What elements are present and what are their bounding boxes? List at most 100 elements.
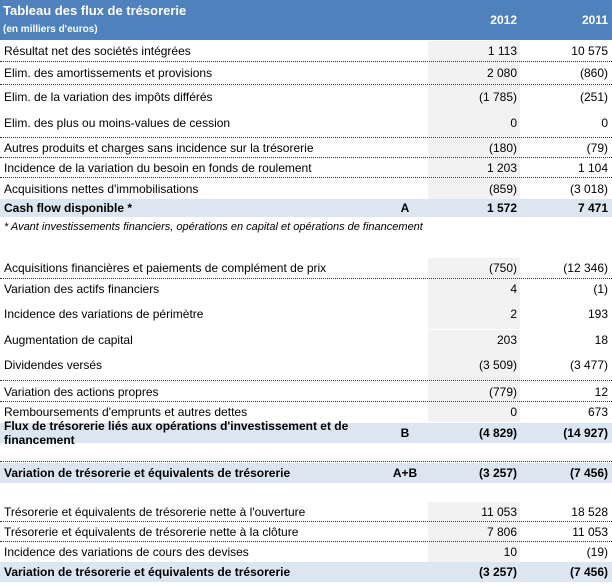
value-2011: 1 104 [577,160,608,175]
value-2011: 673 [587,405,608,419]
column-header-2012: 2012 [490,13,517,27]
row-label: Augmentation de capital [4,333,133,347]
value-2011: 7 471 [577,201,608,215]
value-2011: 10 575 [571,44,608,58]
table-row: Elim. des amortissements et provisions 2 … [0,62,612,85]
table-row: Acquisitions nettes d'immobilisations (85… [0,178,612,199]
value-column-shade [428,138,520,157]
value-column-shade [428,258,520,278]
value-2011: (1) [593,282,608,296]
row-label: Elim. des amortissements et provisions [4,66,213,80]
row-label: Incidence des variations de périmètre [4,307,204,321]
value-2011: (860) [579,66,608,80]
table-row: Variation des actions propres (779) 12 [0,382,612,402]
value-2012: 10 [503,545,517,559]
row-label: Incidence de la variation du besoin en f… [4,160,312,175]
table-row: Autres produits et charges sans incidenc… [0,138,612,158]
row-label: Autres produits et charges sans incidenc… [4,140,314,155]
table-row: Elim. de la variation des impôts différé… [0,85,612,108]
value-2011: (79) [586,140,608,155]
value-column-shade [428,279,520,299]
value-column-shade [428,382,520,401]
value-column-shade [428,62,520,84]
row-label: Résultat net des sociétés intégrées [4,44,191,58]
table-row: Incidence de la variation du besoin en f… [0,158,612,178]
table-row: Trésorerie et équivalents de trésorerie … [0,502,612,522]
row-marker: A [400,201,410,215]
value-2011: 18 [594,333,608,347]
row-label: Variation des actions propres [4,384,159,399]
row-label: Elim. des plus ou moins-values de cessio… [4,115,231,130]
row-label: Trésorerie et équivalents de trésorerie … [4,504,306,519]
table-row: Variation des actifs financiers 4 (1) [0,279,612,299]
total-row: Variation de trésorerie et équivalents d… [0,463,612,483]
value-2011: (14 927) [563,426,608,440]
total-row: Flux de trésorerie liés aux opérations d… [0,419,612,447]
value-2012: 1 113 [487,44,517,58]
table-row: Remboursements d'emprunts et autres dett… [0,402,612,422]
value-2011: (251) [579,89,608,104]
value-2011: (19) [586,545,608,559]
value-2011: 12 [594,384,608,399]
total-row: Variation de trésorerie et équivalents d… [0,562,612,582]
value-2012: 0 [510,115,517,130]
row-label: Flux de trésorerie liés aux opérations d… [4,419,349,447]
table-row: Incidence des variations de cours des de… [0,542,612,562]
table-row: Trésorerie et équivalents de trésorerie … [0,522,612,542]
value-2011: 18 528 [571,504,608,519]
value-2011: 193 [587,307,608,321]
value-2012: (3 257) [478,466,517,480]
value-2012: (1 785) [478,89,517,104]
row-label: Variation de trésorerie et équivalents d… [4,565,291,579]
value-column-shade [428,85,520,108]
table-row: Résultat net des sociétés intégrées 1 113… [0,41,612,62]
value-2012: 0 [510,405,517,419]
value-2012: 4 [510,282,517,296]
row-label: Dividendes versés [4,358,103,372]
table-header: Tableau des flux de trésorerie (en milli… [0,0,612,40]
divider [0,461,612,462]
row-label: Cash flow disponible * [4,201,133,215]
table-row: Dividendes versés (3 509) (3 477) [0,350,612,381]
value-column-shade [428,542,520,562]
row-marker: A+B [392,466,418,480]
value-2012: 1 572 [486,201,517,215]
value-2011: (3 018) [569,181,608,196]
value-column-shade [428,330,520,350]
value-2012: (779) [488,384,517,399]
value-2011: 11 053 [572,524,608,539]
value-2011: 0 [601,115,608,130]
value-2012: (3 257) [478,565,517,579]
value-column-shade [428,350,520,380]
row-label: Variation des actifs financiers [4,282,160,296]
table-row: Elim. des plus ou moins-values de cessio… [0,108,612,138]
row-label: Trésorerie et équivalents de trésorerie … [4,524,299,539]
value-2012: 2 [510,307,517,321]
value-column-shade [428,178,520,199]
value-2012: (859) [488,181,517,196]
table-title: Tableau des flux de trésorerie [3,3,187,18]
value-column-shade [428,158,520,177]
value-2012: (750) [488,261,517,275]
value-2012: (180) [488,140,517,155]
table-row: Augmentation de capital 203 18 [0,330,612,350]
value-column-shade [428,41,520,61]
row-label: Acquisitions financières et paiements de… [4,261,327,275]
row-label: Acquisitions nettes d'immobilisations [4,181,199,196]
value-2011: (7 456) [569,565,608,579]
row-label: Incidence des variations de cours des de… [4,545,249,559]
footnote: * Avant investissements financiers, opér… [4,221,423,233]
total-row: Cash flow disponible * A 1 572 7 471 [0,199,612,217]
value-column-shade [428,299,520,329]
column-header-2011: 2011 [581,13,608,27]
row-label: Remboursements d'emprunts et autres dett… [4,405,248,419]
table-subtitle: (en milliers d'euros) [3,24,98,35]
value-2012: 203 [496,333,517,347]
table-row: Acquisitions financières et paiements de… [0,258,612,279]
value-2012: 7 806 [486,524,517,539]
value-column-shade [428,402,520,422]
value-2012: (3 509) [478,358,517,372]
row-marker: B [400,426,410,440]
value-column-shade [428,108,520,137]
value-2012: 1 203 [486,160,517,175]
